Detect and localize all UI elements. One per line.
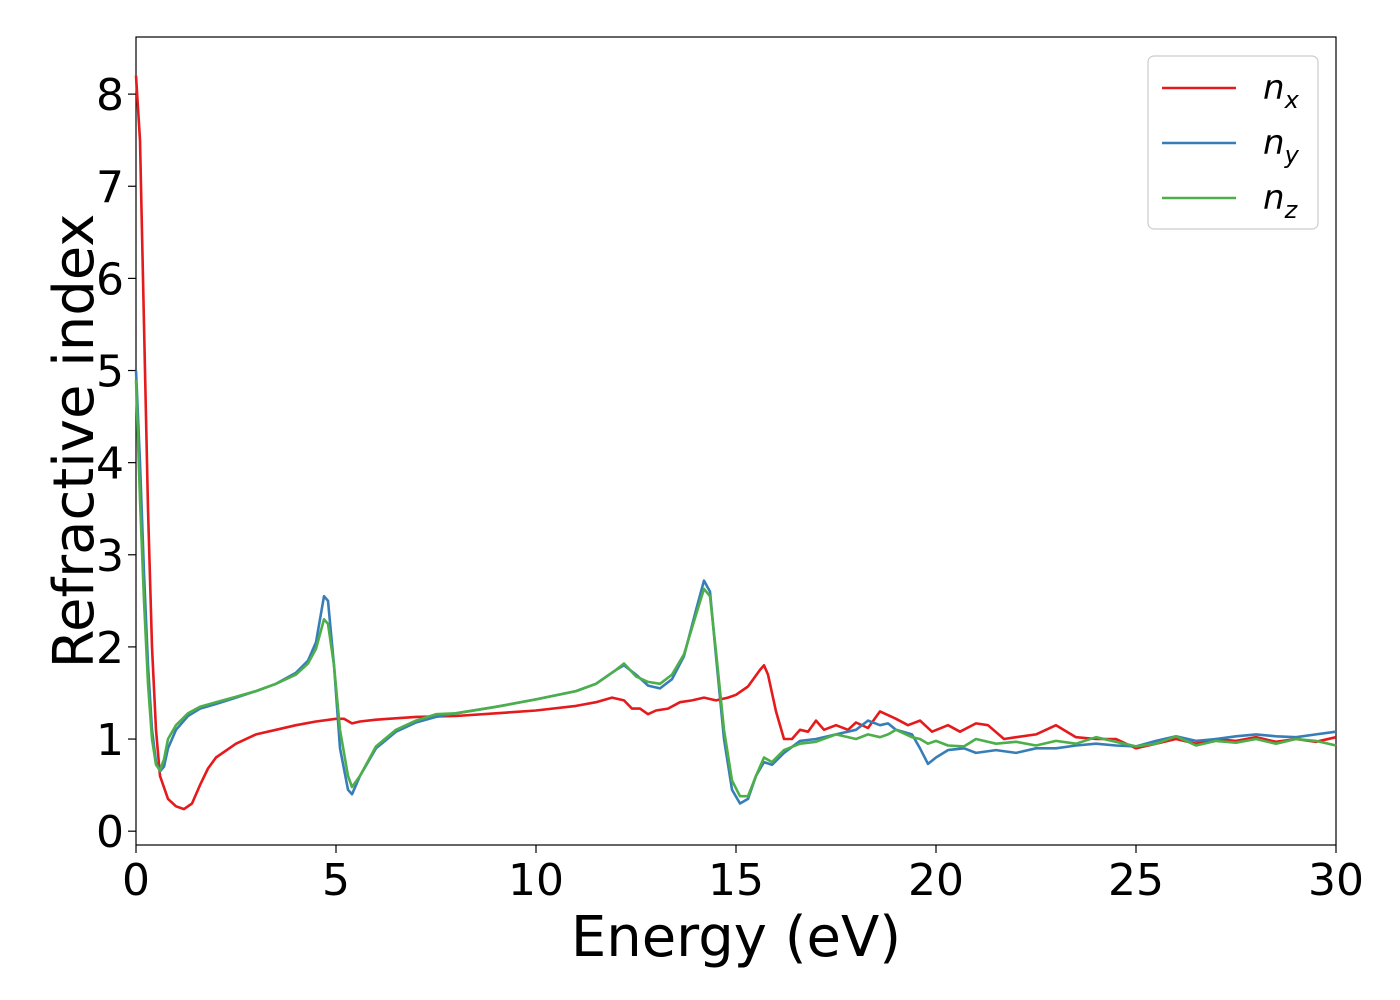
x-tick-label: 5 (322, 855, 350, 906)
legend: nx ny nz (1147, 55, 1319, 230)
y-tick-label: 5 (96, 347, 124, 398)
y-tick-label: 3 (96, 531, 124, 582)
x-tick-label: 10 (508, 855, 564, 906)
y-axis-label: Refractive index (42, 214, 107, 669)
x-tick-label: 15 (708, 855, 764, 906)
y-tick-label: 7 (96, 162, 124, 213)
data-line (134, 379, 1337, 798)
x-tick-label: 0 (122, 855, 150, 906)
y-tick-label: 1 (96, 715, 124, 766)
data-line (134, 370, 1337, 805)
x-tick-label: 25 (1108, 855, 1164, 906)
x-tick-label: 30 (1308, 855, 1364, 906)
y-tick-label: 2 (96, 623, 124, 674)
legend-label: nx (1263, 68, 1300, 114)
y-tick-label: 8 (96, 70, 124, 121)
data-line (134, 75, 1337, 811)
x-axis-label: Energy (eV) (571, 905, 901, 970)
legend-label: ny (1263, 123, 1300, 169)
y-tick-label: 6 (96, 254, 124, 305)
x-tick-label: 20 (908, 855, 964, 906)
legend-label: nz (1263, 178, 1299, 224)
y-tick-label: 0 (96, 807, 124, 858)
y-tick-label: 4 (96, 439, 124, 490)
